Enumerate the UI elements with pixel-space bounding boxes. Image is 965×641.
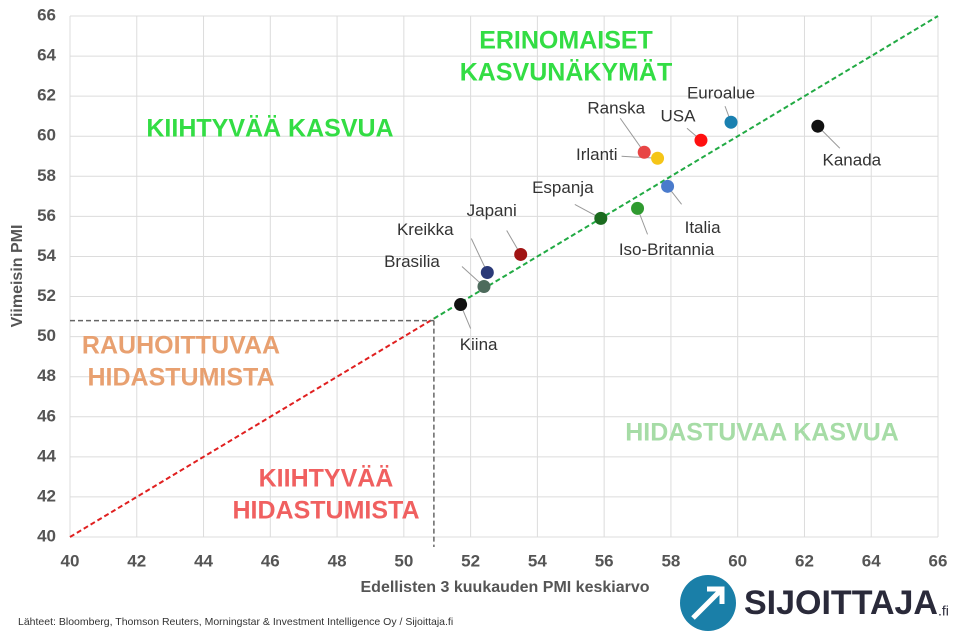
y-tick-label: 56: [37, 206, 56, 225]
y-tick-label: 46: [37, 406, 56, 425]
x-axis-label: Edellisten 3 kuukauden PMI keskiarvo: [361, 579, 650, 596]
quadrant-label: KIIHTYVÄÄ: [259, 465, 394, 493]
point-label: Ranska: [587, 99, 645, 118]
point-label: Iso-Britannia: [619, 240, 715, 259]
y-tick-label: 64: [37, 46, 56, 65]
point: [694, 133, 708, 147]
point: [724, 115, 738, 129]
x-tick-label: 42: [127, 551, 146, 570]
point: [637, 145, 651, 159]
x-tick-label: 66: [929, 551, 948, 570]
point: [631, 201, 645, 215]
y-tick-label: 58: [37, 166, 56, 185]
x-tick-label: 44: [194, 551, 213, 570]
point: [651, 151, 665, 165]
y-tick-label: 54: [37, 246, 56, 265]
y-tick-label: 40: [37, 526, 56, 545]
point: [661, 179, 675, 193]
point-label: Euroalue: [687, 84, 755, 103]
quadrant-label: RAUHOITTUVAA: [82, 332, 280, 360]
point-label: Espanja: [532, 178, 594, 197]
point-label: Kiina: [460, 335, 498, 354]
x-tick-label: 48: [328, 551, 347, 570]
point-label: Kreikka: [397, 220, 454, 239]
point: [454, 298, 468, 312]
logo: SIJOITTAJA .fi: [680, 575, 949, 631]
y-tick-label: 50: [37, 326, 56, 345]
logo-text: SIJOITTAJA: [744, 584, 938, 622]
point-label: USA: [660, 107, 696, 126]
x-tick-label: 50: [394, 551, 413, 570]
y-tick-label: 52: [37, 286, 56, 305]
x-tick-label: 64: [862, 551, 881, 570]
diagonal-green: [433, 15, 939, 320]
logo-arrow: [691, 586, 725, 620]
point: [477, 280, 491, 294]
point: [514, 247, 528, 261]
point-label: Japani: [467, 201, 517, 220]
y-tick-label: 48: [37, 366, 56, 385]
point-label: Kanada: [823, 151, 882, 170]
logo-suffix: .fi: [938, 603, 949, 619]
point: [811, 119, 825, 133]
quadrant-label: KIIHTYVÄÄ KASVUA: [146, 115, 393, 143]
diagonal-red: [69, 317, 435, 538]
y-axis-label: Viimeisin PMI: [9, 225, 26, 328]
quadrant-label: HIDASTUMISTA: [87, 364, 274, 392]
point-label: Irlanti: [576, 145, 618, 164]
source: Lähteet: Bloomberg, Thomson Reuters, Mor…: [18, 616, 453, 628]
quadrant-label: HIDASTUVAA KASVUA: [625, 419, 899, 447]
point-label: Italia: [685, 218, 721, 237]
y-tick-label: 44: [37, 446, 56, 465]
x-tick-label: 62: [795, 551, 814, 570]
y-tick-label: 42: [37, 486, 56, 505]
y-tick-label: 60: [37, 126, 56, 145]
point: [480, 265, 494, 279]
quadrant-label: HIDASTUMISTA: [232, 497, 419, 525]
x-tick-label: 40: [61, 551, 80, 570]
y-tick-label: 62: [37, 86, 56, 105]
leader-line: [619, 117, 645, 153]
x-tick-label: 46: [261, 551, 280, 570]
point: [594, 211, 608, 225]
x-tick-label: 58: [661, 551, 680, 570]
x-tick-label: 54: [528, 551, 547, 570]
quadrant-label: KASVUNÄKYMÄT: [460, 59, 673, 87]
y-tick-label: 66: [37, 5, 56, 24]
point-label: Brasilia: [384, 252, 440, 271]
x-tick-label: 60: [728, 551, 747, 570]
quadrant-label: ERINOMAISET: [479, 27, 653, 55]
x-tick-label: 52: [461, 551, 480, 570]
x-tick-label: 56: [595, 551, 614, 570]
